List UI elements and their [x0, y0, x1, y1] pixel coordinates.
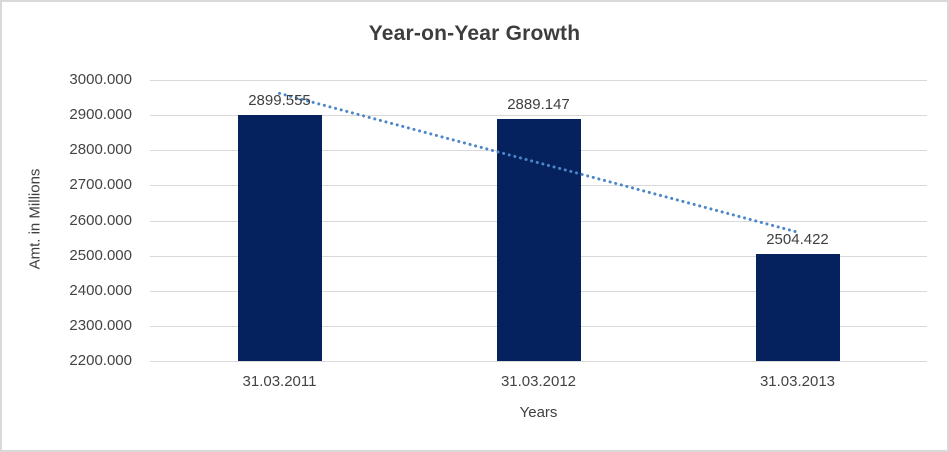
y-tick-label: 2900.000 — [69, 106, 132, 124]
gridline — [150, 361, 927, 362]
data-label: 2889.147 — [507, 95, 570, 113]
bar-31.03.2012 — [496, 118, 581, 361]
y-tick-label: 2600.000 — [69, 211, 132, 229]
x-axis-title: Years — [519, 404, 558, 421]
y-tick-label: 2800.000 — [69, 141, 132, 159]
x-tick-label: 31.03.2012 — [500, 373, 577, 390]
y-tick-label: 2400.000 — [69, 281, 132, 299]
chart-title: Year-on-Year Growth — [368, 22, 581, 45]
plot-area: 2899.555 2889.147 2504.422 — [150, 80, 927, 362]
y-tick-label: 2300.000 — [69, 316, 132, 334]
x-tick-label: 31.03.2013 — [759, 373, 836, 390]
gridline — [150, 80, 927, 81]
trendline — [278, 91, 799, 234]
data-label: 2504.422 — [766, 231, 829, 249]
bar-31.03.2013 — [755, 254, 840, 361]
gridline — [150, 115, 927, 117]
y-tick-label: 3000.000 — [69, 71, 132, 88]
data-label: 2899.555 — [248, 92, 311, 110]
y-tick-label: 2500.000 — [69, 246, 132, 264]
x-tick-label: 31.03.2011 — [242, 373, 317, 390]
y-tick-label: 2700.000 — [69, 176, 132, 194]
y-tick-label: 2200.000 — [69, 352, 132, 369]
trendline-dotted — [278, 91, 799, 234]
bar-31.03.2011 — [237, 115, 322, 361]
